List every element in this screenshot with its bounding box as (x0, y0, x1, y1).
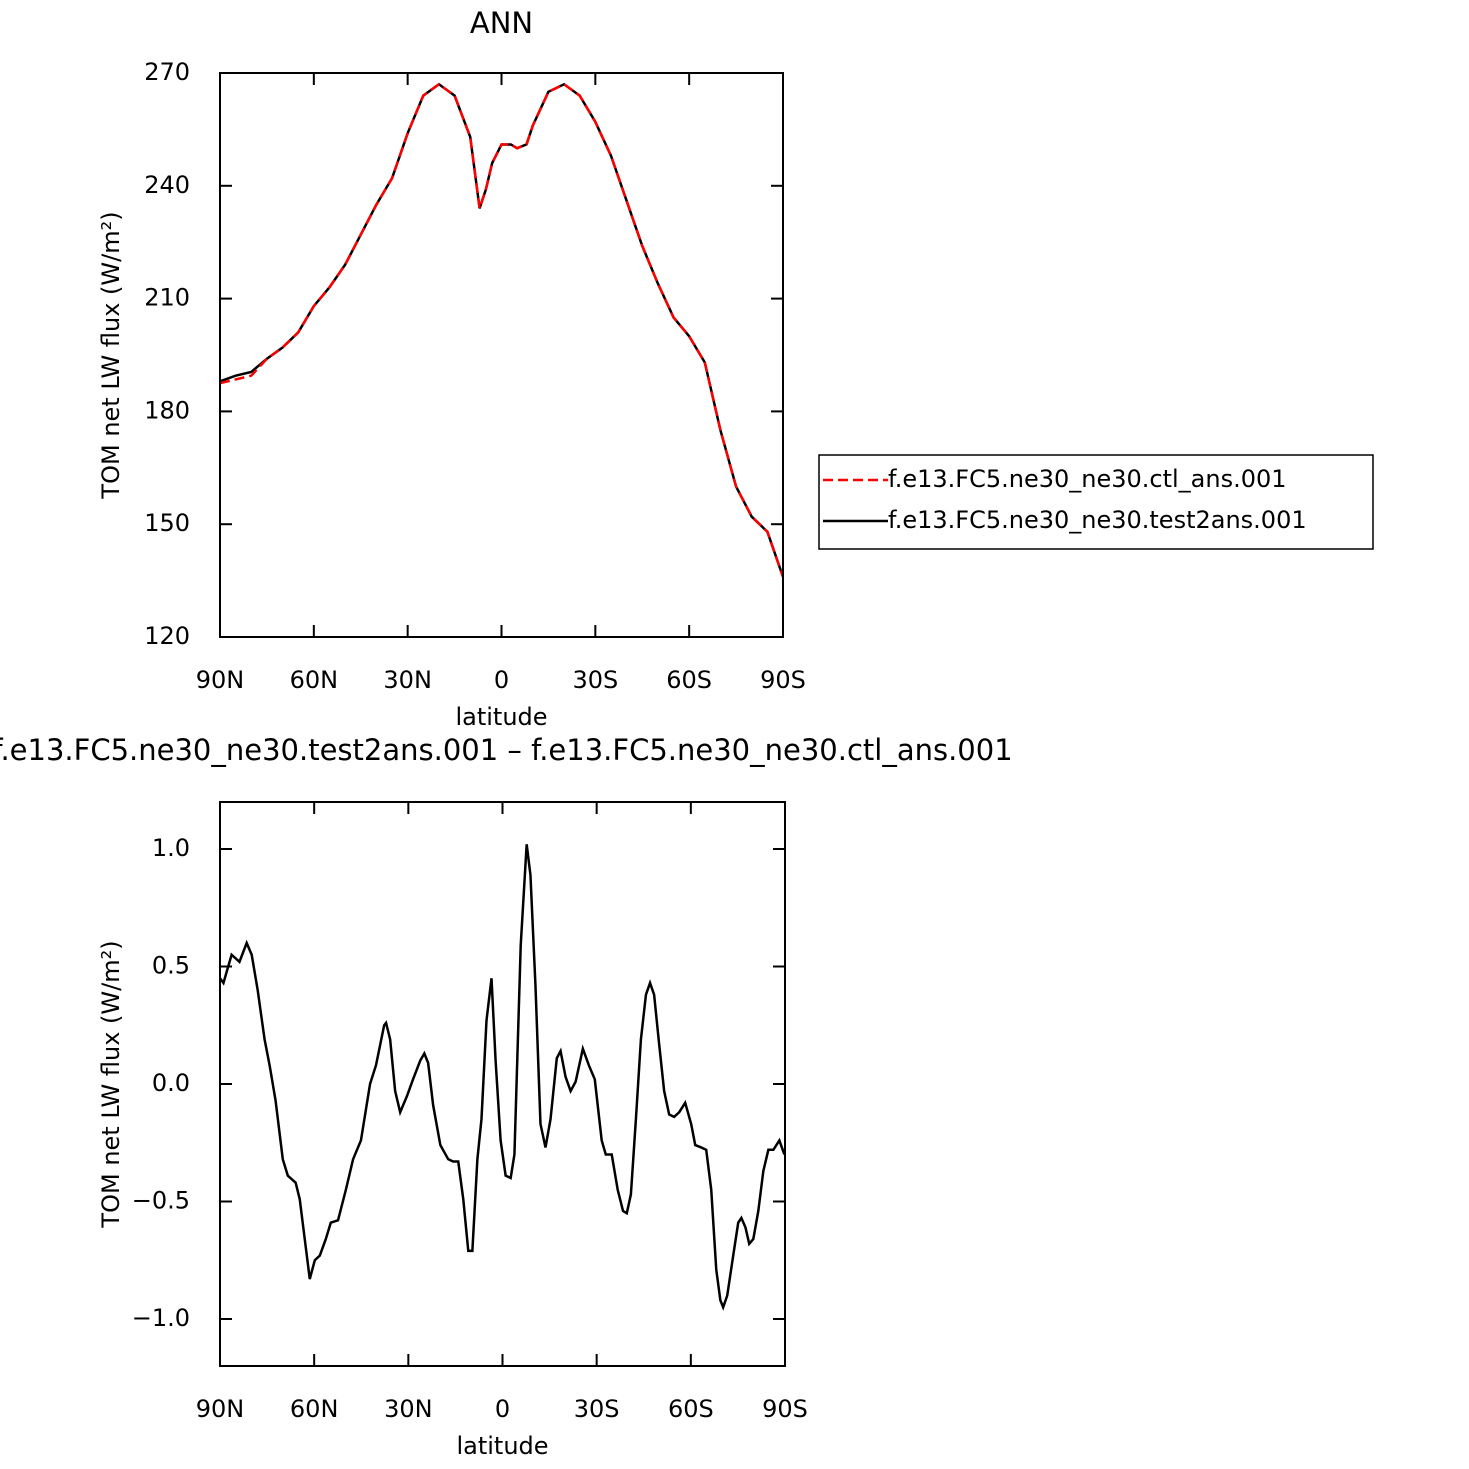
x-tick-label: 30N (383, 666, 432, 694)
y-axis-label: TOM net LW flux (W/m²) (97, 940, 125, 1228)
x-tick-label: 60S (666, 666, 712, 694)
chart-title: f.e13.FC5.ne30_ne30.test2ans.001 – f.e13… (0, 733, 1013, 767)
y-tick-label: 120 (144, 622, 190, 650)
data-line (220, 82, 783, 578)
data-line (220, 844, 785, 1311)
x-tick-label: 90S (760, 666, 806, 694)
data-line (220, 82, 783, 578)
chart-title: ANN (470, 6, 533, 40)
y-tick-label: 0.0 (152, 1069, 190, 1097)
legend-label: f.e13.FC5.ne30_ne30.test2ans.001 (888, 506, 1307, 534)
y-tick-label: 210 (144, 284, 190, 312)
x-tick-label: 90N (196, 1395, 245, 1423)
legend-box (818, 454, 1374, 550)
x-tick-label: 60N (290, 1395, 339, 1423)
x-tick-label: 90S (762, 1395, 808, 1423)
legend-label: f.e13.FC5.ne30_ne30.ctl_ans.001 (888, 465, 1287, 493)
y-tick-label: 180 (144, 396, 190, 424)
y-axis-label: TOM net LW flux (W/m²) (97, 211, 125, 499)
x-tick-label: 0 (495, 1395, 510, 1423)
y-tick-label: 0.5 (152, 952, 190, 980)
plot-frame (219, 72, 784, 638)
x-tick-label: 30S (572, 666, 618, 694)
y-tick-label: 240 (144, 171, 190, 199)
y-tick-label: 1.0 (152, 834, 190, 862)
x-tick-label: 30N (384, 1395, 433, 1423)
x-tick-label: 60N (290, 666, 339, 694)
x-tick-label: 30S (574, 1395, 620, 1423)
x-tick-label: 0 (494, 666, 509, 694)
x-axis-label: latitude (455, 703, 547, 731)
y-tick-label: −0.5 (132, 1187, 190, 1215)
y-tick-label: −1.0 (132, 1304, 190, 1332)
y-tick-label: 270 (144, 58, 190, 86)
y-tick-label: 150 (144, 509, 190, 537)
x-axis-label: latitude (456, 1432, 548, 1460)
plot-frame (219, 801, 786, 1367)
x-tick-label: 90N (196, 666, 245, 694)
x-tick-label: 60S (668, 1395, 714, 1423)
